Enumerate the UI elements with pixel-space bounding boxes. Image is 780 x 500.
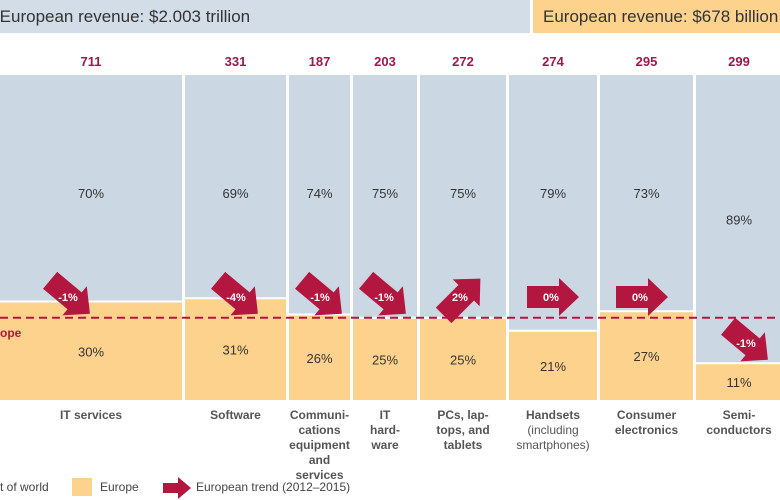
trend-arrow-shape [721,317,768,362]
category-name: Handsets [525,408,581,422]
revenue-label: 274 [542,54,564,69]
legend-europe: Europe [100,480,139,494]
europe-pct-label: 21% [540,359,566,374]
trend-arrow-shape [527,278,579,316]
rest-pct-label: 69% [222,186,248,201]
europe-bar [353,318,417,400]
europe-bar [420,318,506,400]
trend-value-label: -1% [58,292,78,304]
category-name: Communi- cations equipment and services [289,408,350,482]
rest-pct-label: 73% [633,186,659,201]
trend-value-label: -1% [736,338,756,350]
europe-pct-label: 30% [78,344,104,359]
category-label: PCs, lap- tops, and tablets [420,408,506,453]
trend-value-label: -1% [374,292,394,304]
revenue-label: 295 [636,54,658,69]
trend-value-label: 2% [452,292,468,304]
europe-bar [509,331,597,400]
category-label: IT services [0,408,182,423]
trend-arrow-icon [359,271,406,316]
europe-pct-label: 11% [726,375,751,390]
rest-of-world-bar [185,75,286,298]
rest-of-world-bar [0,75,182,301]
trend-arrow-shape [616,278,668,316]
trend-arrow-icon [295,271,342,316]
category-label: Software [185,408,286,423]
non-european-revenue-header: -European revenue: $2.003 trillion [0,0,530,33]
category-label: Semi- conductors [696,408,780,438]
europe-pct-label: 26% [306,351,332,366]
trend-value-label: 0% [543,292,559,304]
trend-arrow-shape [435,278,481,324]
europe-pct-label: 31% [222,343,248,358]
rest-pct-label: 89% [726,213,752,228]
rest-of-world-bar [289,75,350,314]
trend-value-label: -1% [310,292,330,304]
legend-rest-of-world: t of world [0,480,49,494]
europe-bar [600,312,693,400]
europe-average-label: ope [0,326,22,340]
legend-trend-arrow-icon [163,477,191,499]
rest-pct-label: 79% [540,186,566,201]
category-name: Semi- conductors [706,408,772,437]
category-label: Handsets (including smartphones) [509,408,597,453]
legend-europe-swatch [72,478,92,496]
category-subtitle: (including smartphones) [516,423,590,452]
trend-arrow-shape [359,271,406,316]
rest-pct-label: 75% [372,186,398,201]
revenue-label: 187 [309,54,331,69]
europe-bar [185,299,286,400]
trend-arrow-icon [616,278,668,316]
category-name: IT hard- ware [370,408,400,452]
category-name: IT services [59,408,123,422]
trend-value-label: -4% [226,292,246,304]
revenue-label: 331 [225,54,247,69]
trend-value-label: 0% [632,292,648,304]
rest-pct-label: 70% [78,186,104,201]
european-revenue-header: European revenue: $678 billion [533,0,780,33]
category-label: IT hard- ware [353,408,417,453]
rest-of-world-bar [600,75,693,311]
category-label: Communi- cations equipment and services [289,408,350,483]
trend-arrow-icon [527,278,579,316]
trend-arrow-icon [211,271,258,316]
trend-arrow-icon [721,317,768,362]
rest-of-world-bar [353,75,417,317]
trend-arrow-shape [295,271,342,316]
trend-arrow-shape [211,271,258,316]
rest-of-world-bar [696,75,780,363]
europe-bar [696,364,780,400]
revenue-label: 203 [374,54,396,69]
revenue-label: 711 [81,54,102,69]
rest-pct-label: 75% [450,186,476,201]
category-name: PCs, lap- tops, and tablets [436,408,490,452]
europe-pct-label: 25% [450,352,476,367]
rest-pct-label: 74% [306,186,332,201]
europe-pct-label: 27% [633,349,659,364]
europe-pct-label: 25% [372,352,398,367]
category-name: Consumer electronics [614,408,679,437]
trend-arrow-shape [43,271,90,316]
revenue-label: 299 [728,54,750,69]
europe-bar [289,315,350,400]
trend-arrow-icon [435,278,481,324]
legend-trend: European trend (2012–2015) [196,480,351,494]
revenue-label: 272 [452,54,474,69]
trend-arrow-icon [43,271,90,316]
category-name: Software [210,408,261,422]
rest-of-world-bar [420,75,506,317]
category-label: Consumer electronics [600,408,693,438]
